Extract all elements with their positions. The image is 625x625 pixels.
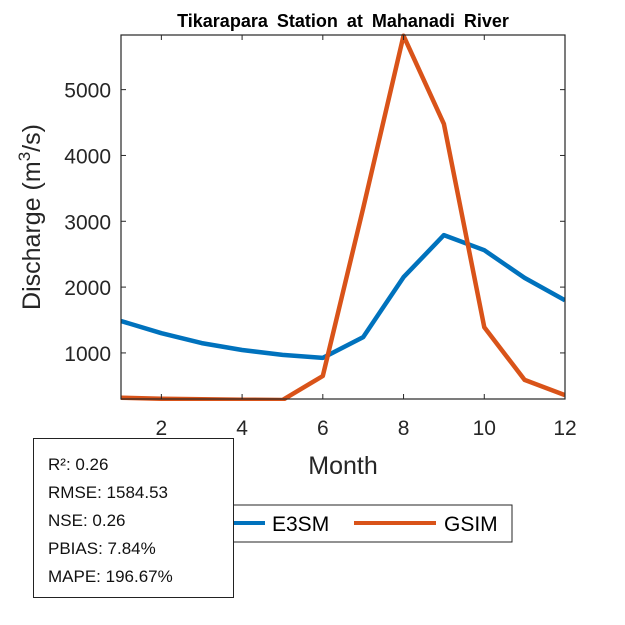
x-tick-label: 6 — [317, 417, 329, 440]
x-tick-label: 10 — [473, 417, 496, 440]
stat-pbias: PBIAS: 7.84% — [48, 539, 156, 558]
y-tick-label: 1000 — [64, 343, 111, 366]
axes-box — [120, 34, 566, 400]
legend-label-e3sm: E3SM — [272, 513, 329, 536]
y-axis-label: Discharge (m3/s) — [15, 124, 46, 310]
stat-r2: R²: 0.26 — [48, 455, 109, 474]
stats-box: R²: 0.26 RMSE: 1584.53 NSE: 0.26 PBIAS: … — [33, 438, 234, 598]
stat-rmse: RMSE: 1584.53 — [48, 483, 169, 502]
y-tick-label: 3000 — [64, 211, 111, 234]
legend-label-gsim: GSIM — [444, 513, 498, 536]
x-tick-label: 4 — [236, 417, 248, 440]
y-tick-label: 2000 — [64, 277, 111, 300]
x-tick-label: 2 — [156, 417, 168, 440]
y-tick-label: 4000 — [64, 145, 111, 168]
x-tick-label: 12 — [553, 417, 576, 440]
stat-nse: NSE: 0.26 — [48, 511, 126, 530]
x-axis-label: Month — [308, 452, 377, 480]
y-axis-label-base: Discharge (m — [18, 161, 46, 310]
chart-title: Tikarapara Station at Mahanadi River — [177, 11, 509, 31]
series-line-e3sm — [121, 232, 565, 361]
y-axis-label-sup: 3 — [15, 152, 34, 161]
ticks: 2 4 6 8 10 12 1000 2000 3000 4000 5000 — [64, 35, 577, 440]
stat-mape: MAPE: 196.67% — [48, 567, 173, 586]
y-tick-label: 5000 — [64, 80, 111, 103]
y-axis-label-tail: /s) — [18, 124, 46, 152]
x-tick-label: 8 — [398, 417, 410, 440]
